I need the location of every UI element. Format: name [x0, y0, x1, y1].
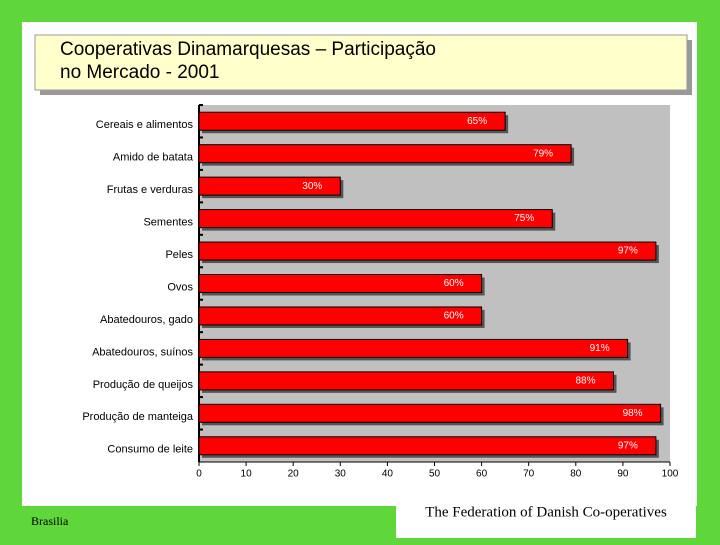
- value-label: 79%: [533, 148, 553, 159]
- bar: [198, 306, 483, 326]
- bar: [198, 274, 483, 293]
- x-tick-label: 60: [476, 469, 488, 480]
- y-tick-label: Produção de queijos: [93, 379, 194, 391]
- x-tick-label: 80: [570, 469, 582, 480]
- value-label: 91%: [590, 343, 610, 354]
- x-tick-label: 30: [335, 469, 347, 480]
- y-tick-label: Abatedouros, gado: [100, 314, 193, 326]
- x-tick-label: 50: [429, 469, 441, 480]
- y-tick-label: Sementes: [143, 216, 193, 228]
- x-tick-label: 100: [662, 469, 679, 480]
- x-tick-label: 70: [523, 469, 535, 480]
- y-tick-label: Cereais e alimentos: [96, 119, 194, 131]
- value-label: 60%: [444, 278, 464, 289]
- value-label: 30%: [302, 181, 322, 192]
- y-tick-label: Ovos: [167, 281, 193, 293]
- x-tick-label: 0: [196, 469, 202, 480]
- bar: [198, 209, 553, 229]
- y-tick-label: Abatedouros, suínos: [92, 346, 193, 358]
- footer-left: Brasilia: [31, 514, 69, 528]
- value-label: 97%: [618, 246, 638, 257]
- bar: [198, 338, 629, 358]
- y-tick-label: Frutas e verduras: [107, 184, 194, 196]
- bar: [198, 403, 662, 423]
- title: Cooperativas Dinamarquesas – Participaçã…: [60, 39, 436, 83]
- value-label: 65%: [467, 116, 487, 127]
- value-label: 97%: [618, 440, 638, 451]
- value-label: 60%: [444, 311, 464, 322]
- title-box: [34, 34, 688, 91]
- y-tick-label: Peles: [165, 249, 193, 261]
- value-label: 88%: [575, 376, 595, 387]
- bar: [198, 241, 657, 261]
- value-label: 75%: [514, 213, 534, 224]
- y-tick-label: Amido de batata: [113, 152, 194, 164]
- x-tick-label: 20: [288, 469, 300, 480]
- bar: [198, 176, 341, 196]
- x-tick-label: 10: [241, 469, 253, 480]
- x-tick-label: 40: [382, 469, 394, 480]
- title-wrap: Cooperativas Dinamarquesas – Participaçã…: [60, 39, 436, 83]
- footer-right: The Federation of Danish Co-operatives: [425, 504, 667, 520]
- bar: [198, 371, 614, 391]
- x-tick-label: 90: [617, 469, 629, 480]
- bar: [198, 144, 572, 164]
- bar: [198, 111, 506, 131]
- y-tick-label: Produção de manteiga: [82, 411, 194, 423]
- footer-box: [396, 506, 696, 538]
- y-tick-label: Consumo de leite: [107, 444, 193, 456]
- value-label: 98%: [623, 408, 643, 419]
- bar: [198, 436, 657, 456]
